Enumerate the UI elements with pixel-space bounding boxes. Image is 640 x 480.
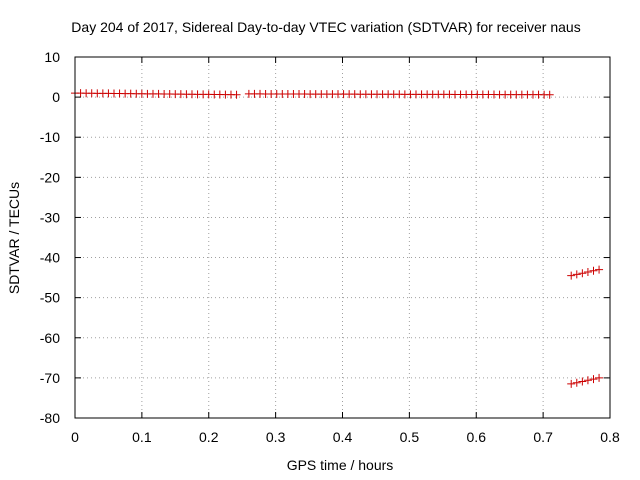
data-point xyxy=(583,376,592,385)
x-tick-label: 0.2 xyxy=(199,429,219,445)
y-tick-label: 10 xyxy=(44,49,60,65)
data-point xyxy=(589,266,598,275)
y-tick-label: -30 xyxy=(40,209,60,225)
data-point xyxy=(567,271,576,280)
data-point xyxy=(595,373,604,382)
x-tick-label: 0.6 xyxy=(467,429,487,445)
y-tick-label: -40 xyxy=(40,250,60,266)
y-tick-label: -80 xyxy=(40,410,60,426)
y-tick-label: -50 xyxy=(40,290,60,306)
y-tick-label: -60 xyxy=(40,330,60,346)
y-axis-label: SDTVAR / TECUs xyxy=(6,182,22,294)
data-point xyxy=(589,375,598,384)
x-axis-label: GPS time / hours xyxy=(287,457,394,473)
x-tick-label: 0.3 xyxy=(266,429,286,445)
x-tick-label: 0.8 xyxy=(600,429,620,445)
y-tick-label: -20 xyxy=(40,169,60,185)
y-tick-label: -10 xyxy=(40,129,60,145)
data-point xyxy=(545,90,554,99)
data-point xyxy=(572,378,581,387)
axis-ticks: 0 0.1 0.2 0.3 0.4 0.5 0.6 0.7 0.8 10 0 -10 -20 -30 -40… xyxy=(40,49,620,445)
data-point xyxy=(578,377,587,386)
data-point xyxy=(583,267,592,276)
x-tick-label: 0.1 xyxy=(132,429,152,445)
y-tick-label: 0 xyxy=(52,89,60,105)
x-tick-label: 0 xyxy=(71,429,79,445)
data-point xyxy=(567,379,576,388)
x-tick-label: 0.4 xyxy=(333,429,353,445)
x-tick-label: 0.5 xyxy=(400,429,420,445)
chart-title: Day 204 of 2017, Sidereal Day-to-day VTE… xyxy=(71,19,580,35)
data-point xyxy=(578,269,587,278)
data-point xyxy=(572,270,581,279)
grid-lines xyxy=(75,57,610,418)
data-point xyxy=(595,265,604,274)
y-tick-label: -70 xyxy=(40,370,60,386)
x-tick-label: 0.7 xyxy=(533,429,553,445)
data-points xyxy=(71,89,604,388)
data-point xyxy=(232,90,241,99)
